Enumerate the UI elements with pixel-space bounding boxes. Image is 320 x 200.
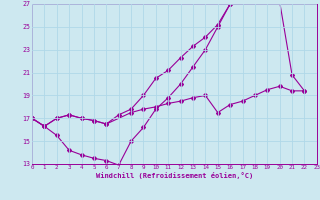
X-axis label: Windchill (Refroidissement éolien,°C): Windchill (Refroidissement éolien,°C): [96, 172, 253, 179]
